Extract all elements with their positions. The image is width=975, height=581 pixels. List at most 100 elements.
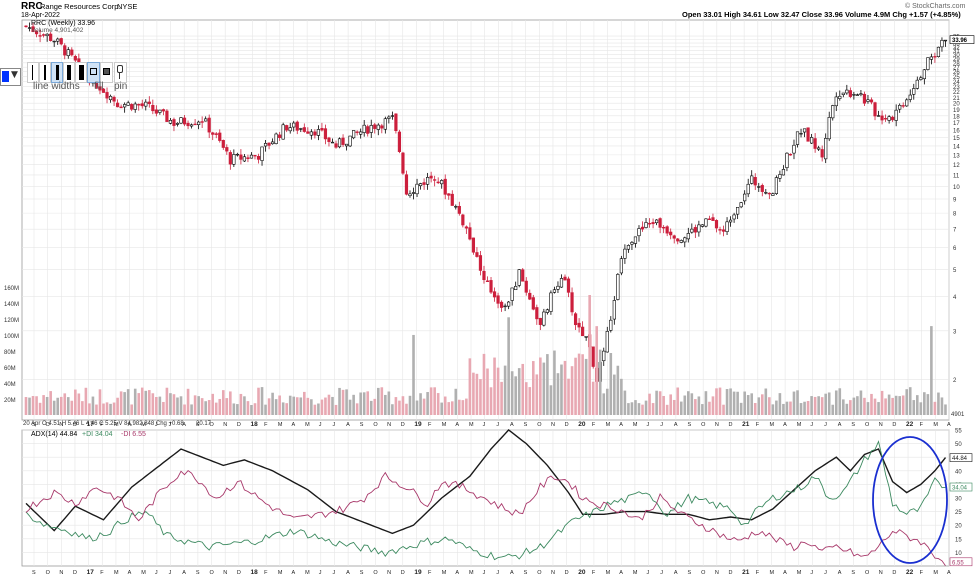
price-x-tick-label: 21	[742, 421, 750, 428]
pin-icon	[117, 65, 123, 73]
price-x-tick-label: A	[838, 422, 842, 428]
price-x-tick-label: A	[947, 422, 951, 428]
volume-bar	[281, 402, 285, 415]
volume-bar	[926, 394, 930, 415]
adx-x-tick-label: S	[196, 570, 200, 576]
volume-bar	[708, 401, 711, 415]
line-width-medium-button[interactable]	[39, 62, 51, 83]
adx-x-tick-label: S	[360, 570, 364, 576]
candle-body	[697, 224, 701, 233]
line-width-heavy-button[interactable]	[75, 62, 87, 83]
line-width-thick-button[interactable]	[63, 62, 75, 83]
price-axis-tick-label: 13	[953, 153, 960, 159]
price-x-tick-label: S	[524, 422, 528, 428]
volume-bar	[172, 394, 176, 415]
sma-tail: 20.17	[196, 421, 212, 427]
candle-body	[538, 317, 542, 325]
candle-body	[263, 143, 268, 147]
quote-summary: Open 33.01 High 34.61 Low 32.47 Close 33…	[682, 10, 961, 19]
volume-bar	[475, 373, 479, 415]
price-panel: 2345678910111213141516171819202122232425…	[4, 19, 975, 428]
volume-axis-tick-label: 40M	[4, 382, 16, 388]
volume-bar	[760, 394, 764, 415]
candle-body	[929, 56, 933, 60]
candle-body	[581, 326, 585, 337]
adx-x-tick-label: A	[783, 570, 787, 576]
volume-bar	[701, 404, 704, 415]
price-x-tick-label: F	[428, 422, 432, 428]
volume-bar	[852, 397, 856, 415]
volume-legend: Volume 4,901,402	[31, 27, 84, 34]
price-axis-tick-label: 28	[953, 61, 960, 67]
volume-bar	[901, 395, 905, 415]
candle-body	[418, 183, 423, 187]
price-x-tick-label: J	[169, 422, 172, 428]
volume-bar	[496, 367, 500, 415]
line-width-selected-button[interactable]	[51, 62, 63, 83]
price-x-tick-label: M	[278, 422, 283, 428]
candle-body	[299, 128, 303, 130]
pin-button[interactable]	[114, 62, 127, 83]
volume-bar	[271, 392, 274, 415]
adx-x-tick-label: S	[851, 570, 855, 576]
price-axis-tick-label: 6	[953, 246, 957, 252]
candle-body	[482, 270, 486, 280]
candle-body	[866, 99, 870, 102]
adx-x-tick-label: A	[291, 570, 295, 576]
candle-body	[559, 278, 564, 288]
candle-body	[130, 104, 134, 110]
price-x-tick-label: S	[360, 422, 364, 428]
price-x-tick-label: N	[223, 422, 227, 428]
candle-body	[905, 99, 909, 107]
line-width-thin-button[interactable]	[27, 62, 39, 83]
candle-body	[302, 127, 306, 132]
candle-body	[919, 77, 923, 80]
volume-bar	[870, 393, 873, 415]
volume-bar	[109, 403, 112, 415]
price-x-tick-label: N	[715, 422, 719, 428]
candle-body	[760, 185, 764, 192]
volume-bar	[919, 402, 923, 415]
candle-body	[693, 227, 697, 233]
price-axis-tick-label: 12	[953, 163, 960, 169]
candle-body	[584, 336, 588, 338]
candle-body	[827, 117, 831, 140]
candle-body	[288, 127, 292, 132]
candle-body	[788, 153, 793, 156]
candle-body	[662, 226, 666, 229]
candle-body	[852, 94, 856, 96]
volume-bar	[556, 373, 560, 415]
volume-bar	[655, 390, 658, 415]
volume-bar	[715, 388, 718, 415]
price-x-tick-label: M	[114, 422, 119, 428]
color-picker-button[interactable]: ▼	[0, 68, 21, 86]
volume-bar	[623, 390, 627, 415]
fill-empty-button[interactable]	[87, 62, 100, 83]
price-axis-tick-label: 32	[953, 45, 960, 51]
volume-bar	[384, 394, 387, 415]
candle-body	[207, 117, 211, 133]
price-x-tick-label: D	[73, 422, 77, 428]
price-axis-tick-label: 3	[953, 329, 957, 335]
candle-body	[461, 214, 465, 226]
volume-bar	[260, 387, 264, 415]
volume-bar	[74, 389, 77, 415]
candle-body	[179, 117, 183, 124]
candle-body	[521, 269, 525, 282]
volume-bar	[570, 366, 574, 415]
candle-body	[42, 34, 46, 36]
candle-body	[475, 252, 479, 257]
volume-bar	[535, 374, 539, 415]
price-x-tick-label: J	[824, 422, 827, 428]
volume-bar	[838, 388, 842, 415]
price-x-tick-label: N	[879, 422, 883, 428]
price-x-tick-label: A	[510, 422, 514, 428]
candle-body	[450, 193, 454, 206]
candle-body	[447, 193, 451, 196]
chart-date: 18-Apr-2022	[21, 12, 60, 19]
price-x-tick-label: M	[469, 422, 474, 428]
candle-body	[246, 157, 250, 159]
fill-solid-button[interactable]	[100, 62, 113, 83]
candle-body	[753, 177, 757, 186]
candle-body	[743, 193, 747, 202]
